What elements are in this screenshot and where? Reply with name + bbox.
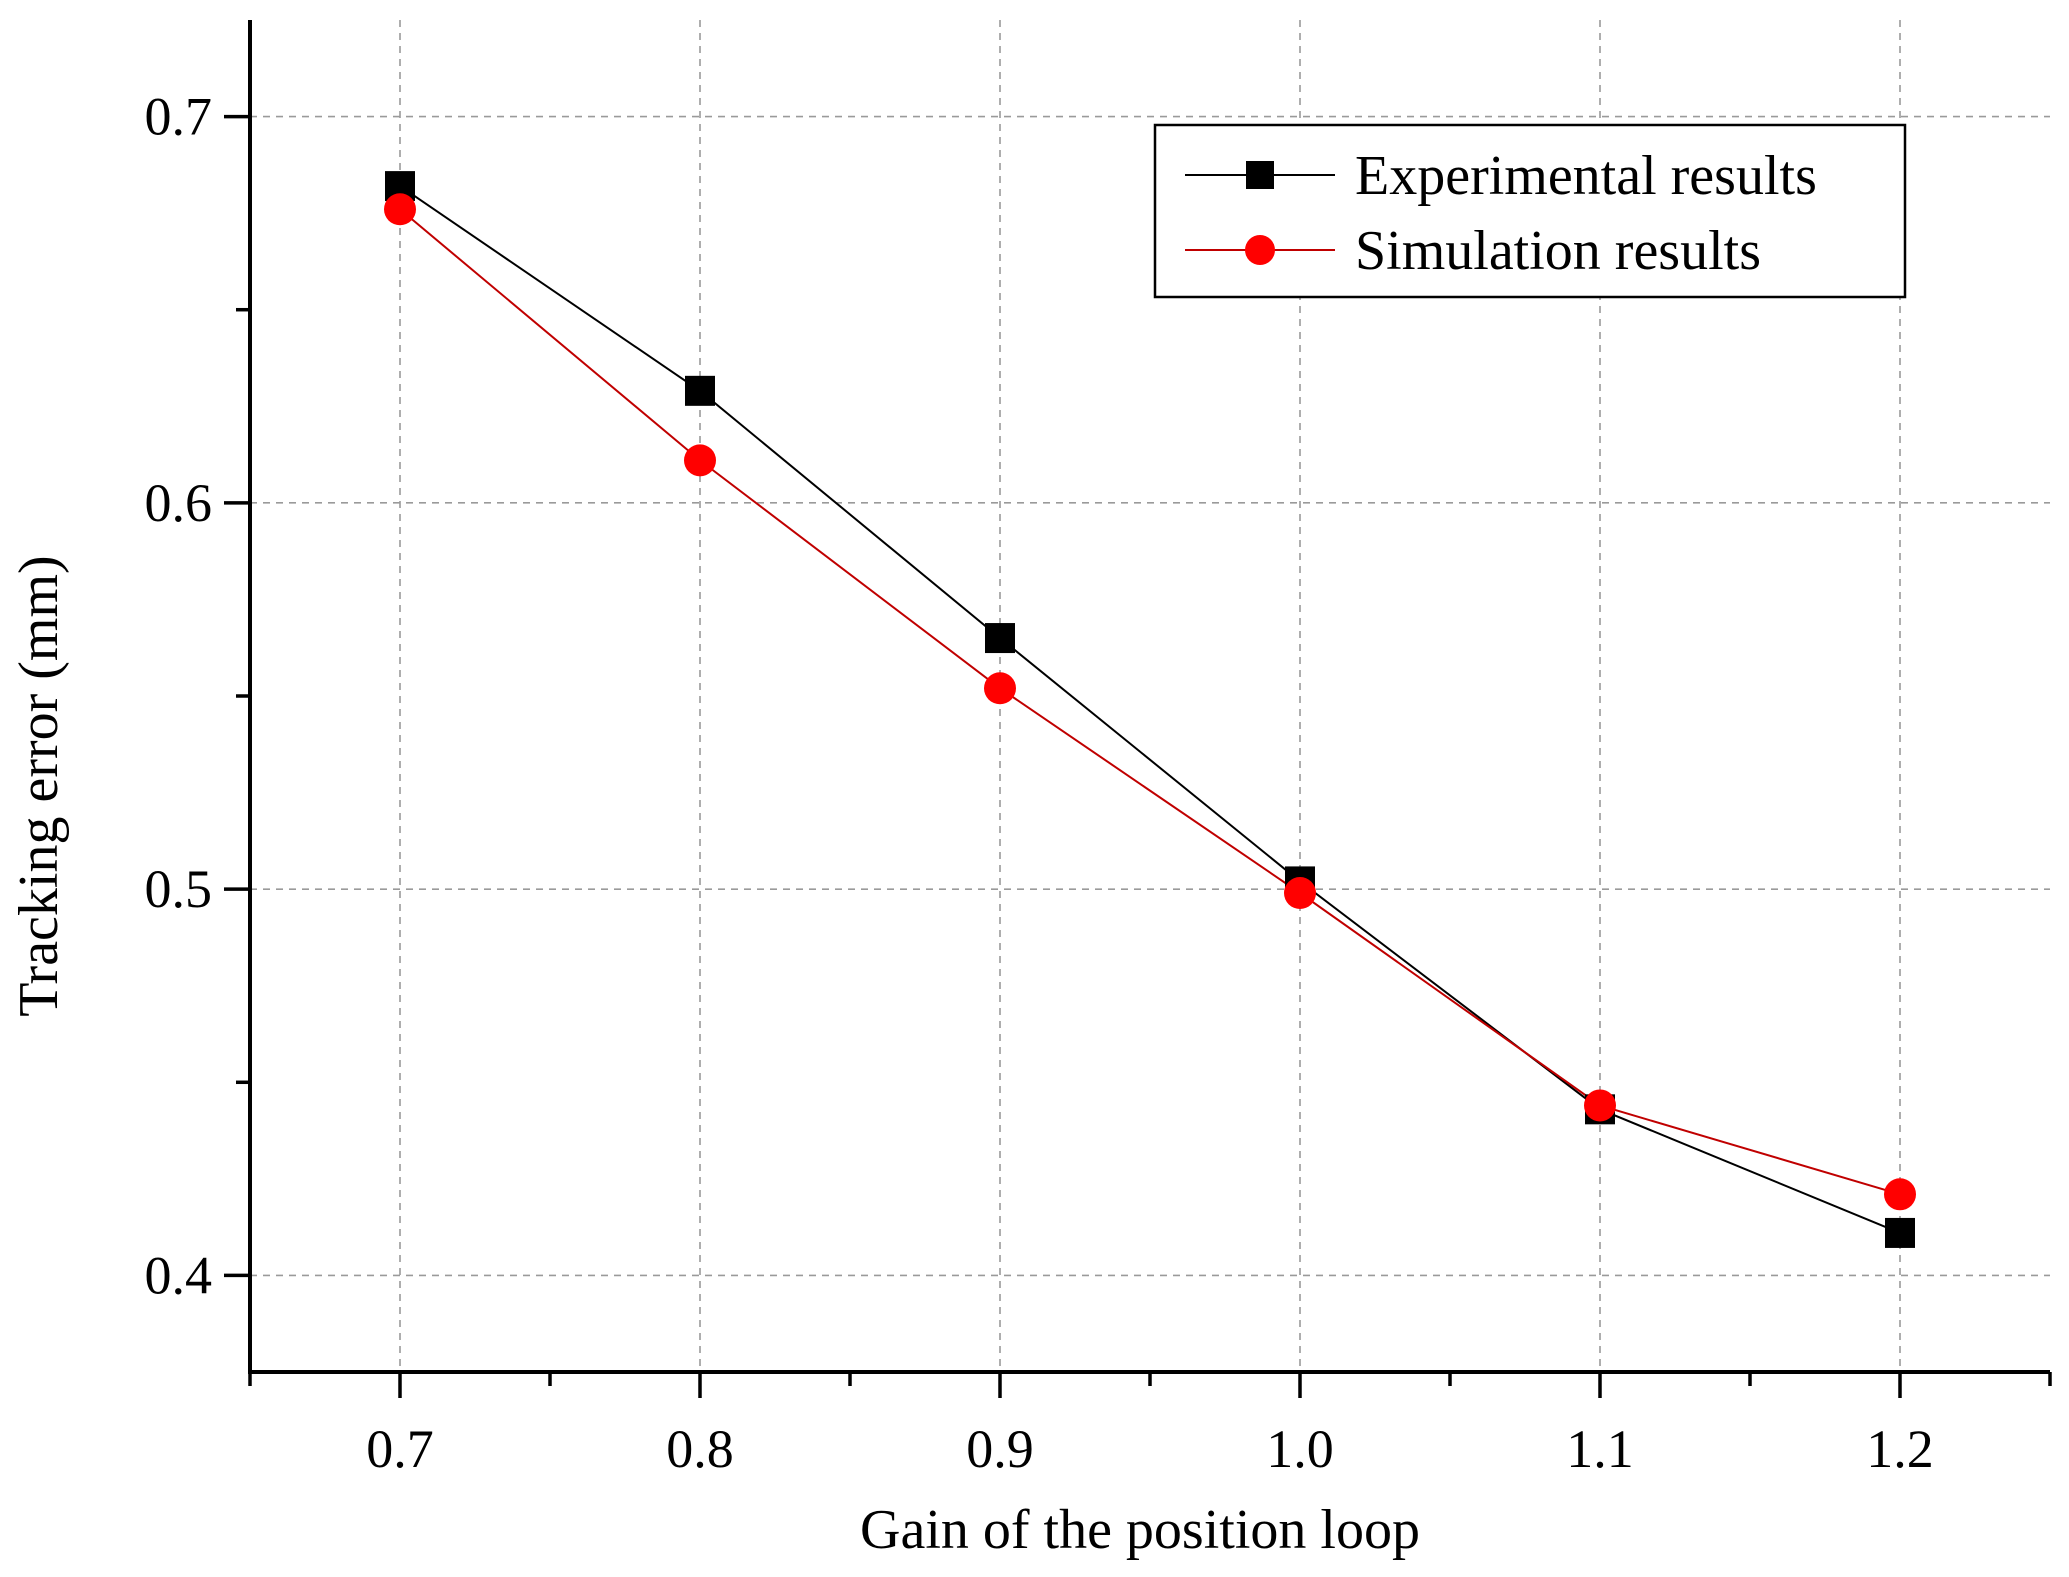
data-point-circle <box>1584 1089 1616 1122</box>
legend-label-simulation: Simulation results <box>1355 220 1761 282</box>
y-tick-label: 0.6 <box>145 473 213 533</box>
x-tick-label: 1.1 <box>1566 1419 1634 1479</box>
y-tick-label: 0.4 <box>145 1245 213 1305</box>
series-layer <box>384 171 1916 1248</box>
x-axis-title: Gain of the position loop <box>860 1499 1420 1561</box>
legend-marker-square <box>1246 161 1274 189</box>
legend-label-experimental: Experimental results <box>1355 145 1817 207</box>
data-point-circle <box>1284 877 1316 910</box>
x-tick-label: 0.8 <box>666 1419 734 1479</box>
y-tick-label: 0.7 <box>145 87 213 147</box>
axes: 0.7 0.8 0.9 1.0 1.1 1.2 0.4 0.5 0.6 0.7 <box>145 20 2052 1479</box>
data-point-circle <box>384 193 416 226</box>
x-tick-label: 1.2 <box>1866 1419 1934 1479</box>
series-line-experimental <box>399 185 1901 1234</box>
y-axis-title: Tracking error (mm) <box>8 555 70 1016</box>
legend-marker-circle <box>1245 235 1275 265</box>
data-point-square <box>685 375 715 406</box>
data-point-circle <box>1884 1178 1916 1211</box>
x-tick-label: 0.7 <box>366 1419 434 1479</box>
data-point-circle <box>684 444 716 477</box>
legend: Experimental results Simulation results <box>1153 123 1907 299</box>
data-point-square <box>985 623 1015 654</box>
data-point-circle <box>984 672 1016 705</box>
legend-box <box>1153 123 1907 299</box>
y-tick-label: 0.5 <box>145 859 213 919</box>
x-tick-label: 1.0 <box>1266 1419 1334 1479</box>
series-line-simulation <box>399 208 1901 1196</box>
x-tick-label: 0.9 <box>966 1419 1034 1479</box>
data-point-square <box>1885 1217 1915 1248</box>
